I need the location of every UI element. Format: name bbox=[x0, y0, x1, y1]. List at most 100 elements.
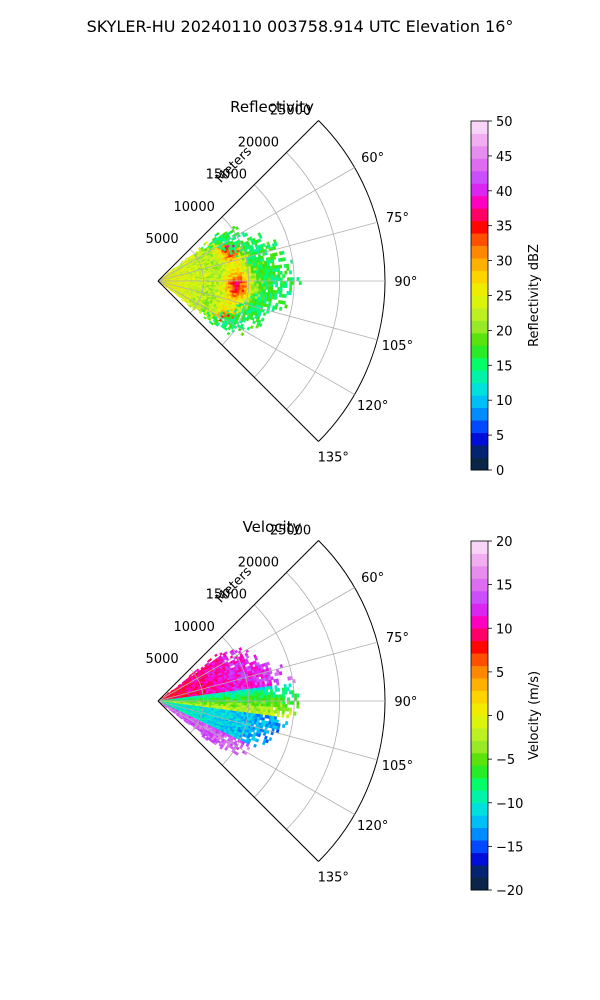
field-cell bbox=[265, 286, 269, 290]
colorbar-segment bbox=[471, 270, 488, 284]
colorbar-tick-label: −5 bbox=[496, 753, 515, 768]
field-cell bbox=[282, 300, 286, 305]
field-cell bbox=[272, 700, 276, 705]
field-cell bbox=[258, 234, 263, 240]
field-cell bbox=[241, 271, 245, 275]
field-cell bbox=[270, 691, 274, 696]
field-cell bbox=[230, 696, 234, 700]
field-cell bbox=[271, 712, 276, 717]
field-cell bbox=[289, 277, 293, 282]
field-cell bbox=[272, 255, 277, 260]
field-cell bbox=[235, 702, 238, 706]
field-cell bbox=[244, 285, 248, 289]
field-cell bbox=[251, 275, 255, 279]
colorbar-segment bbox=[471, 332, 488, 346]
field-cell bbox=[275, 697, 279, 702]
field-cell bbox=[263, 280, 267, 285]
field-cell bbox=[251, 285, 255, 289]
field-cell bbox=[284, 690, 288, 695]
field-cell bbox=[258, 278, 262, 282]
field-cell bbox=[244, 705, 248, 709]
field-cell bbox=[220, 277, 224, 280]
field-cell bbox=[256, 285, 260, 290]
range-tick-label: 25000 bbox=[270, 523, 311, 538]
field-cell bbox=[279, 277, 283, 282]
field-cell bbox=[269, 682, 273, 687]
colorbar: −20 −15 −10 −5 0 5 10 15 20 Velocity (m/s) bbox=[470, 535, 542, 899]
field-cell bbox=[277, 277, 281, 282]
field-cell bbox=[284, 280, 288, 285]
field-cell bbox=[288, 291, 292, 296]
field-cell bbox=[272, 703, 276, 708]
field-cell bbox=[251, 705, 255, 709]
field-cell bbox=[249, 273, 252, 277]
field-cell bbox=[281, 690, 285, 695]
field-cell bbox=[263, 703, 267, 707]
field-cell bbox=[232, 702, 236, 706]
field-cell bbox=[232, 274, 236, 278]
colorbar-segment bbox=[471, 295, 488, 309]
field-cell bbox=[251, 273, 255, 277]
field-cell bbox=[282, 280, 286, 285]
field-cell bbox=[263, 697, 267, 702]
field-cell bbox=[239, 274, 243, 277]
field-cell bbox=[282, 274, 286, 278]
field-cell bbox=[282, 697, 286, 702]
field-cell bbox=[244, 693, 248, 697]
colorbar-segment bbox=[471, 145, 488, 159]
colorbar-segment bbox=[471, 370, 488, 384]
field-cell bbox=[277, 697, 281, 702]
field-cell bbox=[263, 277, 267, 282]
field-cell bbox=[294, 697, 297, 702]
field-cell bbox=[241, 705, 245, 709]
azimuth-tick-label: 60° bbox=[361, 571, 384, 586]
field-cell bbox=[296, 704, 300, 709]
field-cell bbox=[223, 697, 227, 700]
field-cell bbox=[260, 703, 264, 707]
range-tick-label: 10000 bbox=[174, 200, 215, 215]
range-tick-label: 5000 bbox=[146, 652, 179, 667]
field-cell bbox=[265, 275, 269, 279]
field-cell bbox=[277, 700, 281, 705]
colorbar-segment bbox=[471, 208, 488, 222]
field-cell bbox=[287, 700, 290, 705]
field-cell bbox=[242, 283, 245, 286]
field-cell bbox=[285, 263, 290, 268]
field-cell bbox=[256, 705, 260, 710]
field-cell bbox=[276, 713, 280, 718]
field-cell bbox=[258, 700, 262, 704]
colorbar-segment bbox=[471, 233, 488, 247]
field-cell bbox=[275, 678, 279, 683]
field-cell bbox=[235, 282, 238, 286]
field-cell bbox=[286, 267, 290, 272]
field-cell bbox=[256, 692, 260, 697]
field-cell bbox=[293, 693, 297, 698]
field-cell bbox=[284, 304, 288, 309]
colorbar-tick-label: −20 bbox=[496, 884, 523, 899]
field-cell bbox=[268, 694, 271, 699]
field-cell bbox=[242, 703, 245, 706]
field-cell bbox=[277, 707, 281, 711]
colorbar-segment bbox=[471, 158, 488, 172]
field-cell bbox=[279, 280, 283, 285]
colorbar-tick-label: 0 bbox=[496, 710, 504, 725]
field-cell bbox=[266, 263, 271, 267]
field-cell bbox=[235, 696, 238, 700]
field-cell bbox=[241, 693, 245, 697]
field-cell bbox=[249, 283, 253, 287]
field-cell bbox=[270, 697, 274, 702]
field-cell bbox=[270, 259, 275, 264]
field-cell bbox=[281, 723, 286, 729]
field-cell bbox=[249, 703, 253, 707]
field-cell bbox=[275, 703, 279, 708]
field-cell bbox=[241, 273, 245, 277]
field-cell bbox=[238, 647, 243, 651]
field-cell bbox=[274, 293, 278, 297]
colorbar: 0 5 10 15 20 25 30 35 40 45 50 Reflectivity dBZ bbox=[470, 115, 542, 479]
field-cell bbox=[279, 287, 283, 291]
field-cell bbox=[227, 276, 231, 280]
colorbar-segment bbox=[471, 395, 488, 409]
field-cell bbox=[232, 282, 236, 286]
field-cell bbox=[275, 283, 279, 288]
